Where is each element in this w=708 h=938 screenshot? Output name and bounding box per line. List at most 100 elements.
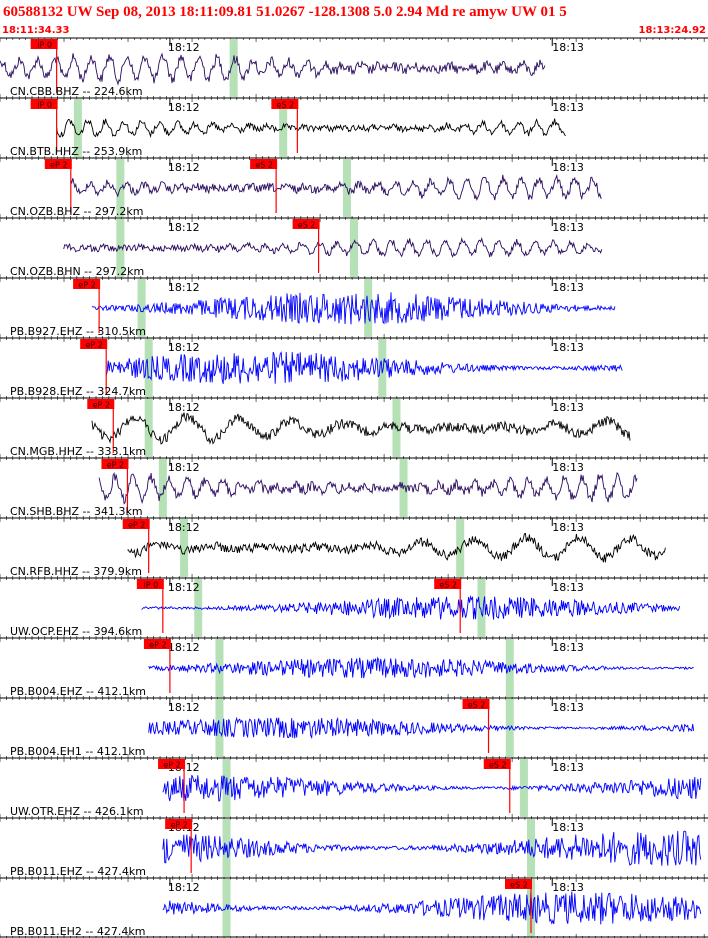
tick-label: 18:12: [168, 341, 200, 354]
pick-flag-box: [30, 99, 58, 109]
waveform: [141, 594, 681, 620]
pick-flag: eP 2: [165, 819, 193, 830]
pick-label: eP 2: [86, 341, 103, 350]
pick-label: eS 2: [439, 581, 457, 590]
tick-label: 18:13: [552, 521, 584, 534]
pick-window: [456, 519, 465, 577]
tick-label: 18:12: [168, 221, 200, 234]
station-label: CN.MGB.HHZ -- 333.1km: [10, 445, 146, 458]
tick-label: 18:13: [552, 581, 584, 594]
trace-panel: 18:12 18:13 eS 2 CN.OZB.BHN -- 297.2km: [0, 217, 708, 278]
pick-label: eS 2: [255, 161, 273, 170]
station-label: CN.OZB.BHN -- 297.2km: [10, 265, 144, 278]
pick-flag: eP 2: [87, 399, 115, 410]
pick-window: [519, 759, 528, 817]
trace-panel: 18:12 18:13 eP 2 PB.B928.EHZ -- 324.7km: [0, 337, 708, 398]
pick-label: eS 2: [510, 881, 528, 890]
pick-label: eP 2: [107, 461, 124, 470]
event-title: 60588132 UW Sep 08, 2013 18:11:09.81 51.…: [3, 4, 567, 20]
tick-label: 18:13: [552, 821, 584, 834]
pick-flag-box: [462, 699, 490, 709]
tick-label: 18:13: [552, 101, 584, 114]
pick-flag: eS 2: [483, 759, 511, 770]
pick-flag-box: [80, 339, 108, 349]
pick-flag: eP 2: [73, 279, 101, 290]
tick-label: 18:12: [168, 701, 200, 714]
trace-panel: 18:12 18:13 iP 0 CN.CBB.BHZ -- 224.6km: [0, 37, 708, 98]
pick-window: [505, 639, 514, 697]
trace-panel: 18:12 18:13 eP 2 CN.RFB.HHZ -- 379.9km: [0, 517, 708, 578]
tick-label: 18:13: [552, 161, 584, 174]
pick-flag: eP 2: [80, 339, 108, 350]
pick-flag-box: [483, 759, 511, 769]
pick-window: [229, 39, 238, 97]
pick-flag-box: [44, 159, 72, 169]
pick-label: eS 2: [468, 701, 486, 710]
pick-window: [279, 99, 288, 157]
trace-panel: 18:12 18:13 eP 2 PB.B004.EHZ -- 412.1km: [0, 637, 708, 698]
pick-flag: eS 2: [505, 879, 532, 890]
pick-flag: eS 2: [271, 99, 299, 110]
pick-label: eS 2: [277, 101, 295, 110]
waveform: [70, 173, 602, 201]
pick-window: [215, 639, 224, 697]
pick-window: [180, 519, 189, 577]
pick-flag-box: [250, 159, 278, 169]
waveform: [127, 532, 666, 563]
pick-label: iP 0: [37, 101, 52, 110]
tick-label: 18:12: [168, 581, 200, 594]
pick-flag-box: [143, 639, 171, 649]
end-time: 18:13:24.92: [639, 25, 707, 36]
waveform: [162, 830, 702, 866]
station-label: UW.OCP.EHZ -- 394.6km: [10, 625, 142, 638]
pick-flag: iP 0: [30, 39, 58, 50]
station-label: UW.OTR.EHZ -- 426.1km: [10, 805, 144, 818]
waveform: [162, 775, 702, 802]
station-label: CN.SHB.BHZ -- 341.3km: [10, 505, 143, 518]
pick-window: [144, 339, 153, 397]
tick-label: 18:12: [168, 521, 200, 534]
tick-label: 18:13: [552, 401, 584, 414]
pick-flag: eP 2: [122, 519, 150, 530]
pick-flag: eS 2: [292, 219, 320, 230]
pick-flag-box: [30, 39, 58, 49]
station-label: CN.OZB.BHZ -- 297.2km: [10, 205, 144, 218]
waveform: [162, 891, 702, 925]
station-label: PB.B004.EH1 -- 412.1km: [10, 745, 145, 758]
pick-label: iP 0: [143, 581, 158, 590]
tick-label: 18:13: [552, 881, 584, 894]
tick-label: 18:12: [168, 641, 200, 654]
tick-label: 18:12: [168, 401, 200, 414]
waveform: [91, 292, 616, 325]
tick-label: 18:12: [168, 41, 200, 54]
pick-window: [505, 699, 514, 757]
tick-label: 18:12: [168, 101, 200, 114]
pick-flag: eP 2: [101, 459, 129, 470]
pick-flag: eP 2: [44, 159, 72, 170]
station-label: PB.B011.EH2 -- 427.4km: [10, 925, 145, 938]
station-label: PB.B004.EHZ -- 412.1km: [10, 685, 146, 698]
pick-flag: eS 2: [250, 159, 278, 170]
pick-label: eP 2: [93, 401, 110, 410]
pick-flag: eS 2: [434, 579, 462, 590]
waveform: [0, 52, 546, 86]
trace-panel: 18:12 18:13 eP 2 CN.MGB.HHZ -- 333.1km: [0, 397, 708, 458]
pick-window: [158, 459, 167, 517]
pick-label: eP 2: [78, 281, 95, 290]
pick-flag-box: [73, 279, 101, 289]
trace-panel: 18:12 18:13 eP 2 CN.SHB.BHZ -- 341.3km: [0, 457, 708, 518]
pick-flag-box: [87, 399, 115, 409]
pick-label: eP 2: [163, 761, 180, 770]
tick-label: 18:13: [552, 641, 584, 654]
tick-label: 18:13: [552, 221, 584, 234]
station-label: CN.BTB.HHZ -- 253.9km: [10, 145, 142, 158]
trace-panel: 18:12 18:13 eS 2 PB.B004.EH1 -- 412.1km: [0, 697, 708, 758]
tick-label: 18:13: [552, 761, 584, 774]
pick-flag-box: [165, 819, 193, 829]
pick-label: eP 2: [50, 161, 67, 170]
